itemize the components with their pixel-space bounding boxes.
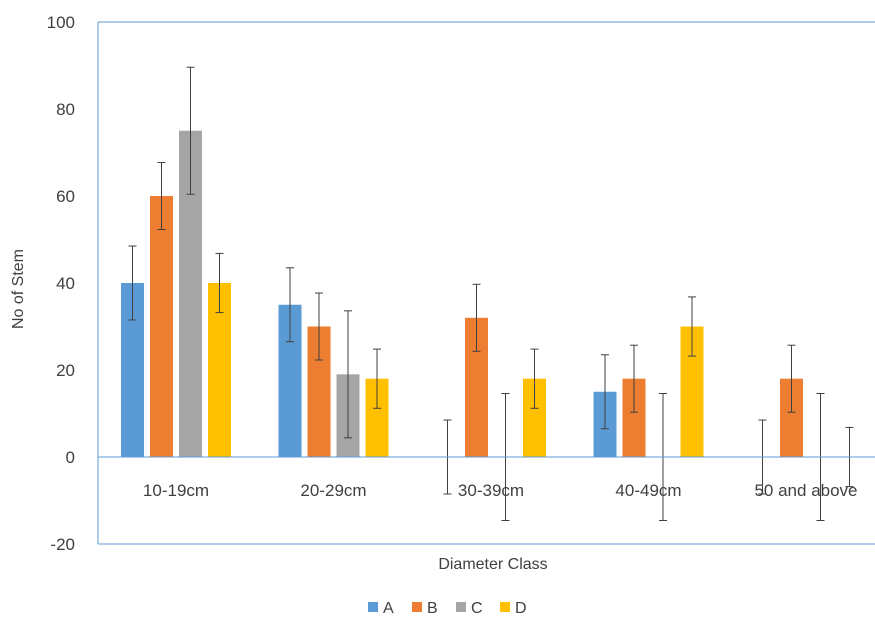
bar-a [121, 283, 144, 457]
legend-label-c: C [471, 600, 483, 617]
x-tick-label: 40-49cm [615, 481, 681, 500]
y-tick-label: 60 [56, 187, 75, 206]
x-axis-title: Diameter Class [438, 556, 547, 573]
y-axis-title: No of Stem [10, 249, 27, 329]
bar-b [780, 378, 803, 457]
legend-swatch-a [368, 602, 378, 612]
bar-b [465, 317, 488, 457]
y-tick-label: 0 [66, 448, 75, 467]
x-axis-ticks: 10-19cm 20-29cm 30-39cm 40-49cm 50 and above [143, 481, 858, 500]
x-tick-label: 50 and above [754, 481, 857, 500]
bar-c [179, 130, 202, 457]
bar-b [622, 378, 646, 457]
x-tick-label: 20-29cm [300, 481, 366, 500]
bar-d [208, 283, 231, 457]
bar-d [680, 326, 704, 457]
legend-label-a: A [383, 600, 394, 617]
legend-label-d: D [515, 600, 527, 617]
bar-a [278, 304, 302, 457]
bar-d [365, 378, 389, 457]
x-tick-label: 10-19cm [143, 481, 209, 500]
x-tick-label: 30-39cm [458, 481, 524, 500]
bars [121, 130, 803, 457]
legend-label-b: B [427, 600, 438, 617]
y-tick-label: 100 [47, 13, 75, 32]
legend-swatch-b [412, 602, 422, 612]
legend-swatch-c [456, 602, 466, 612]
error-bars [128, 66, 854, 522]
legend: A B C D [368, 600, 527, 617]
bar-b [307, 326, 331, 457]
y-tick-label: 20 [56, 361, 75, 380]
bar-b [150, 196, 173, 457]
y-tick-label: 40 [56, 274, 75, 293]
y-tick-label: -20 [50, 535, 75, 554]
y-axis-ticks: -20 0 20 40 60 80 100 [47, 13, 75, 554]
y-tick-label: 80 [56, 100, 75, 119]
legend-swatch-d [500, 602, 510, 612]
bar-d [523, 378, 546, 457]
